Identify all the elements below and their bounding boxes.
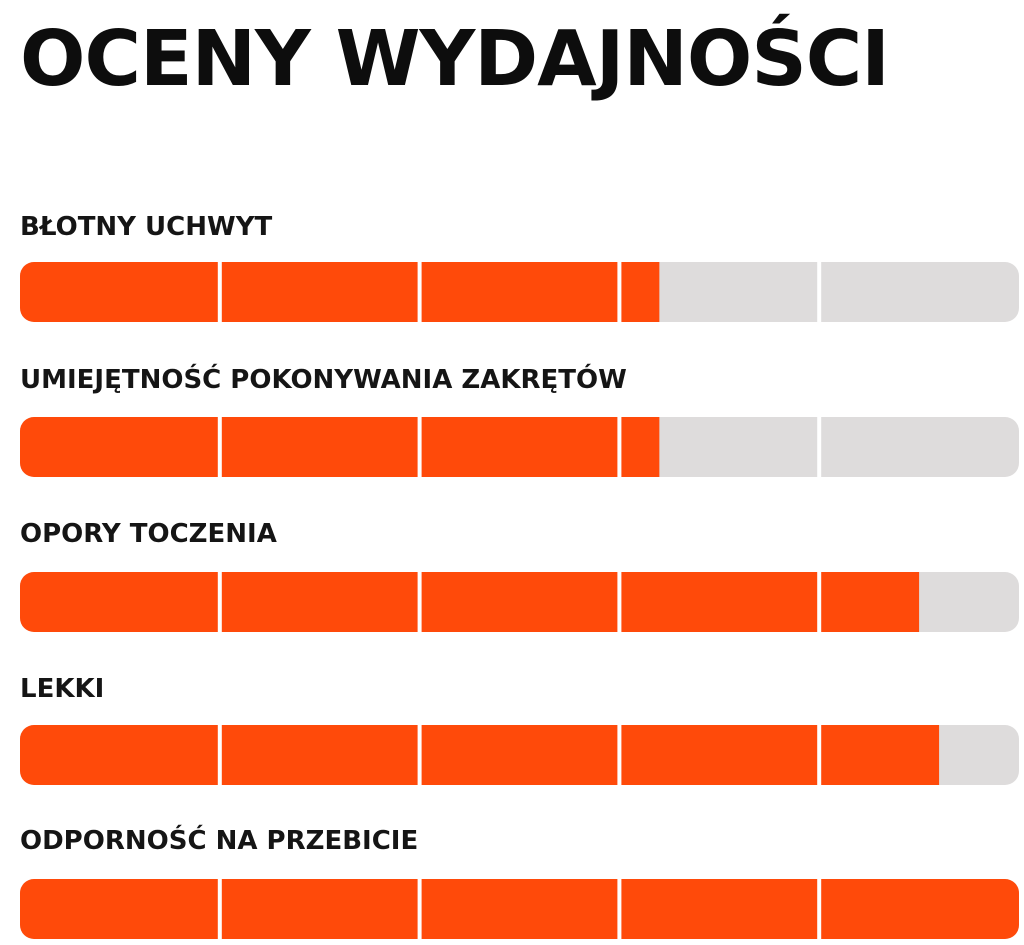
segment-divider (617, 725, 622, 785)
segment-divider (217, 572, 222, 632)
segment-divider (617, 572, 622, 632)
segment-divider (617, 879, 622, 939)
segment-divider (817, 417, 822, 477)
rating-bar-rolling-resistance (20, 572, 1019, 632)
rating-label-light: LEKKI (20, 674, 105, 704)
rating-bar-puncture-resistance (20, 879, 1019, 939)
rating-label-puncture-resistance: ODPORNOŚĆ NA PRZEBICIE (20, 826, 419, 856)
bar-fill (20, 572, 920, 632)
rating-label-mud-grip: BŁOTNY UCHWYT (20, 212, 273, 242)
segment-divider (817, 262, 822, 322)
page-title: OCENY WYDAJNOŚCI (20, 15, 890, 104)
segment-divider (217, 262, 222, 322)
rating-bar-light (20, 725, 1019, 785)
rating-bar-cornering (20, 417, 1019, 477)
bar-fill (20, 262, 660, 322)
rating-label-cornering: UMIEJĘTNOŚĆ POKONYWANIA ZAKRĘTÓW (20, 365, 627, 395)
segment-divider (417, 417, 422, 477)
segment-divider (617, 262, 622, 322)
segment-divider (817, 725, 822, 785)
rating-label-rolling-resistance: OPORY TOCZENIA (20, 519, 277, 549)
segment-divider (217, 879, 222, 939)
segment-divider (217, 725, 222, 785)
segment-divider (617, 417, 622, 477)
bar-fill (20, 725, 940, 785)
segment-divider (817, 572, 822, 632)
segment-divider (417, 879, 422, 939)
rating-bar-mud-grip (20, 262, 1019, 322)
segment-divider (417, 262, 422, 322)
segment-divider (217, 417, 222, 477)
bar-fill (20, 879, 1019, 939)
segment-divider (817, 879, 822, 939)
bar-fill (20, 417, 660, 477)
segment-divider (417, 725, 422, 785)
segment-divider (417, 572, 422, 632)
